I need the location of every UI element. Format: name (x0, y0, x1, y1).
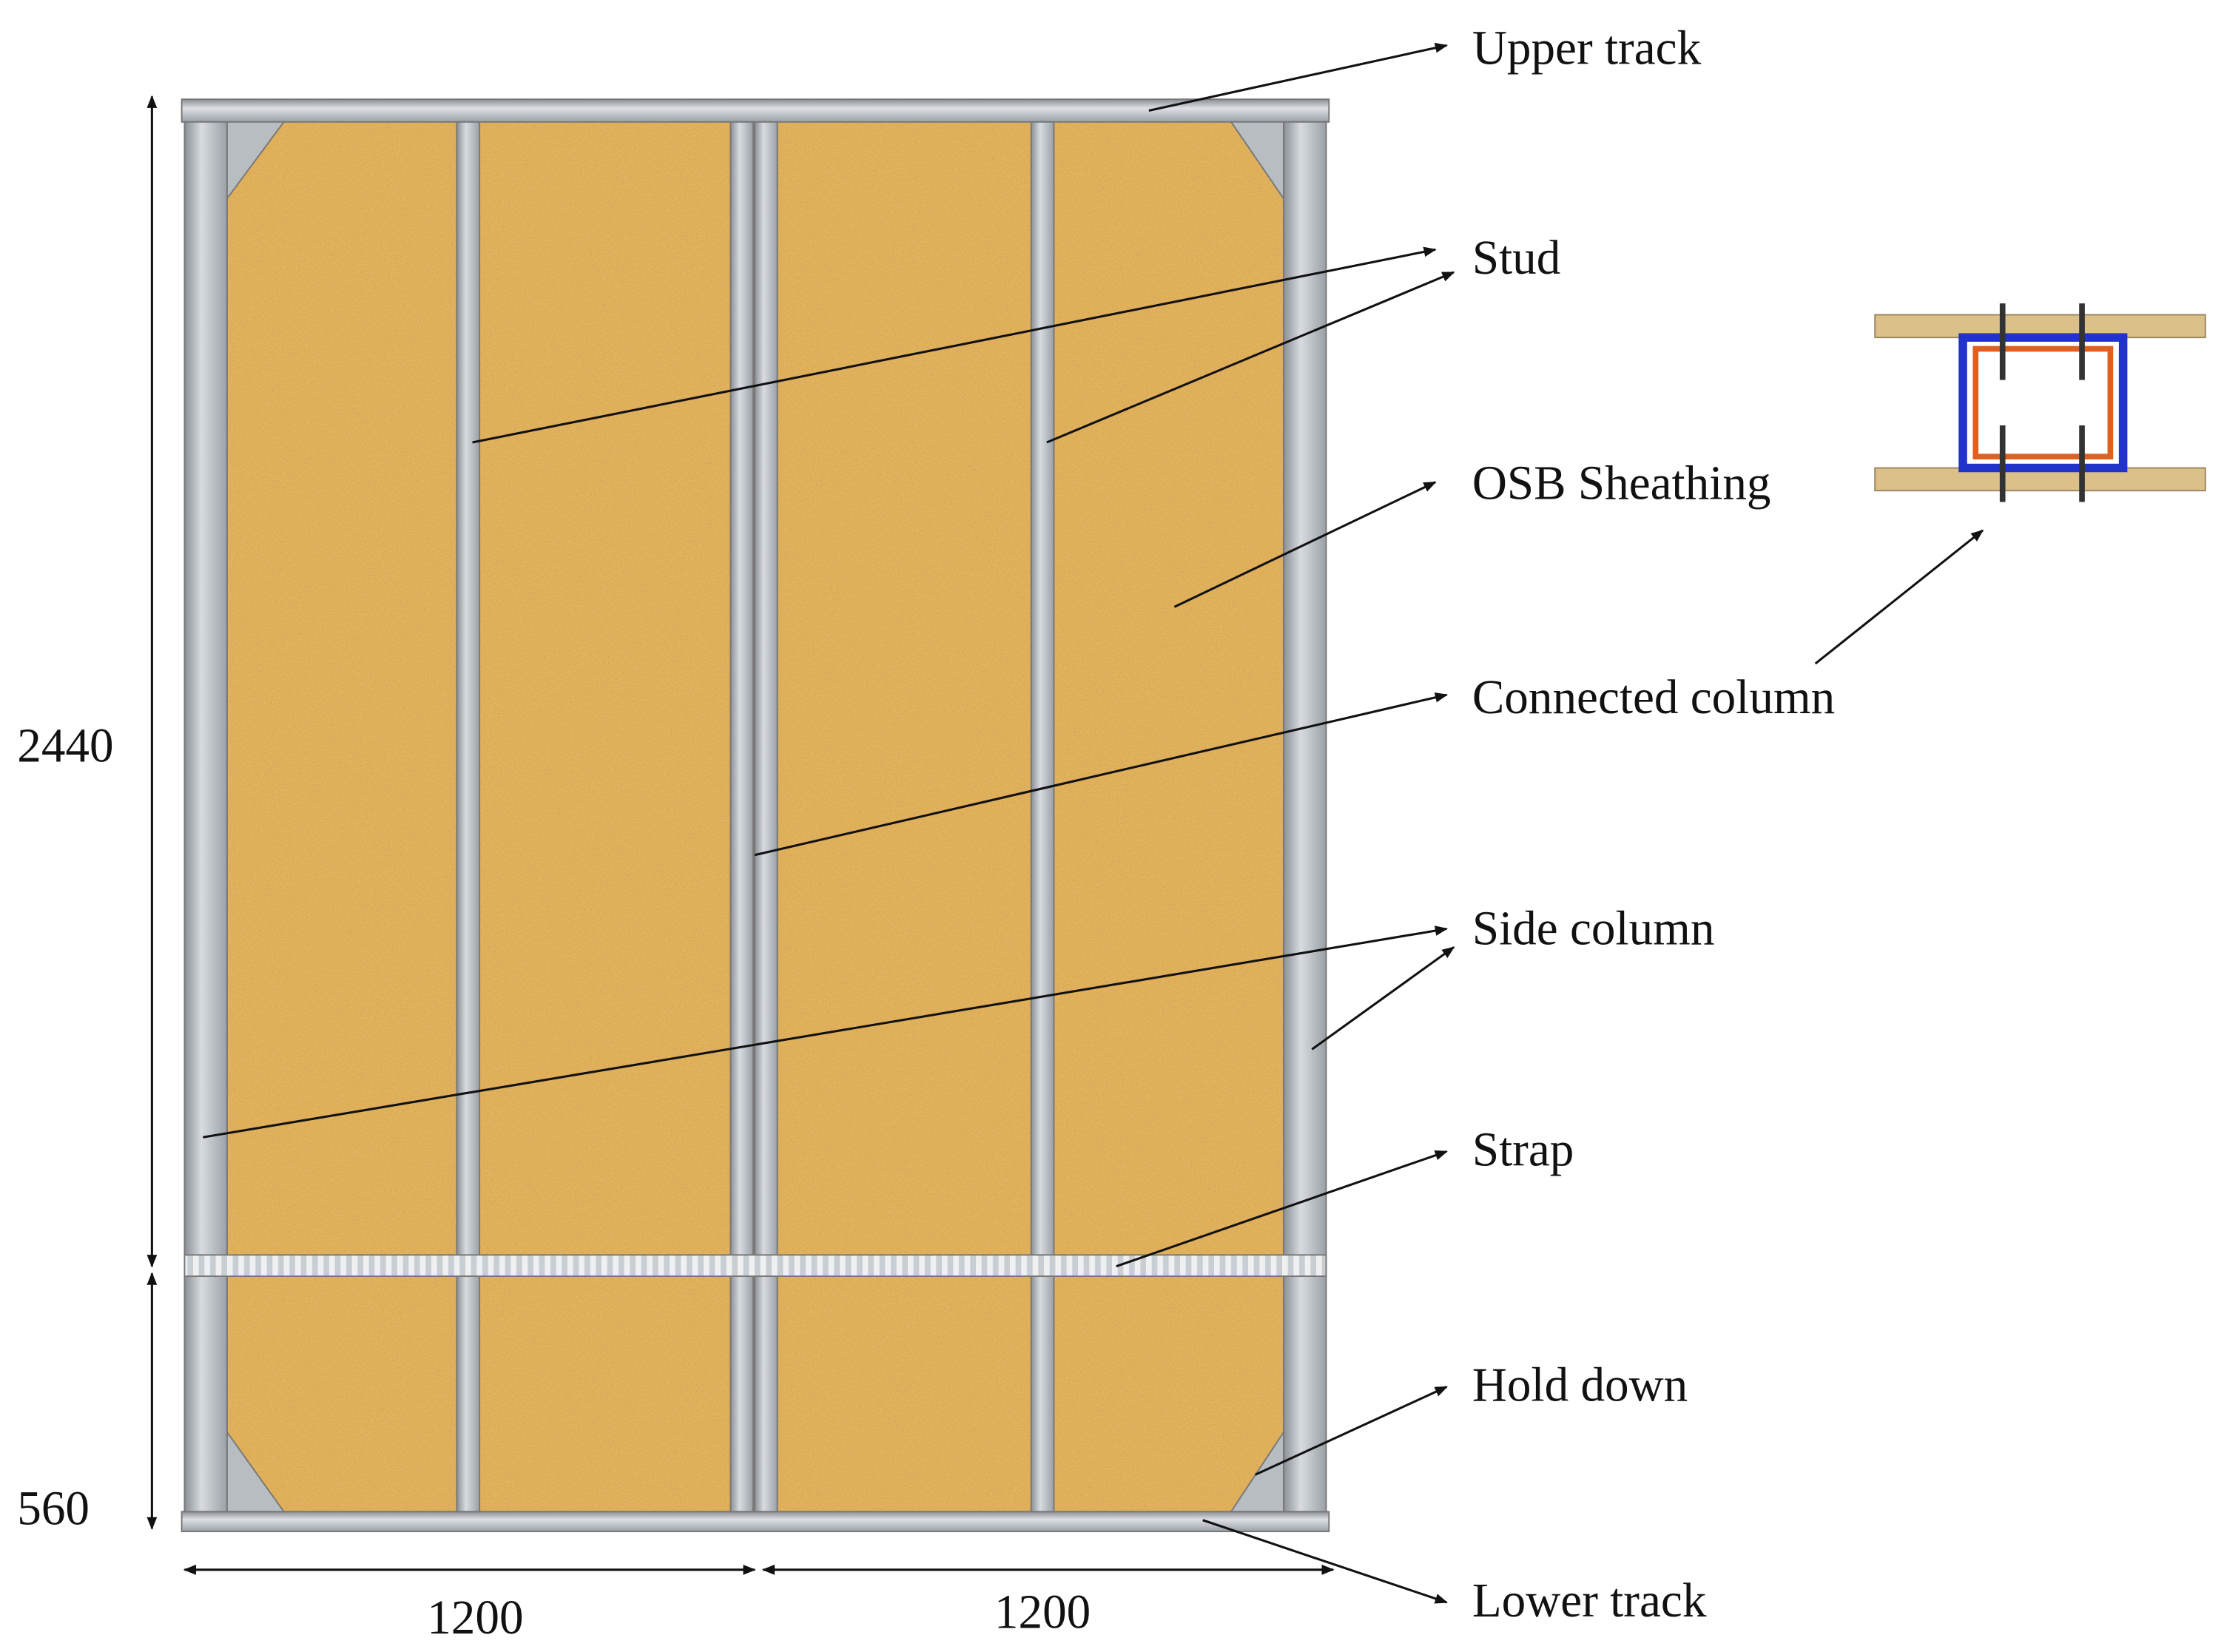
dimension-label: 1200 (427, 1591, 523, 1645)
side-column (183, 121, 228, 1513)
stud (456, 121, 481, 1513)
dimension-label: 2440 (17, 719, 113, 772)
label: OSB Sheathing (1472, 457, 1771, 510)
wall-panel (181, 98, 1330, 1533)
dimension-label: 560 (17, 1482, 90, 1535)
leaders (203, 42, 1984, 1604)
cross-section (1874, 303, 2206, 502)
connected-column (729, 121, 755, 1513)
label: Side column (1472, 903, 1715, 956)
label: Stud (1472, 232, 1560, 285)
stud (1030, 121, 1055, 1513)
label: Strap (1472, 1124, 1574, 1177)
label: Lower track (1472, 1574, 1707, 1628)
upper-track (181, 98, 1330, 123)
label: Connected column (1472, 671, 1835, 724)
side-column (1282, 121, 1327, 1513)
hold-downs (226, 121, 1284, 1513)
strap (183, 1254, 1327, 1278)
connected-column (754, 121, 778, 1513)
label: Hold down (1472, 1359, 1688, 1412)
dimension-lines (146, 95, 1335, 1575)
lower-track (181, 1511, 1330, 1533)
label: Upper track (1472, 21, 1702, 75)
dimension-label: 1200 (994, 1585, 1091, 1639)
